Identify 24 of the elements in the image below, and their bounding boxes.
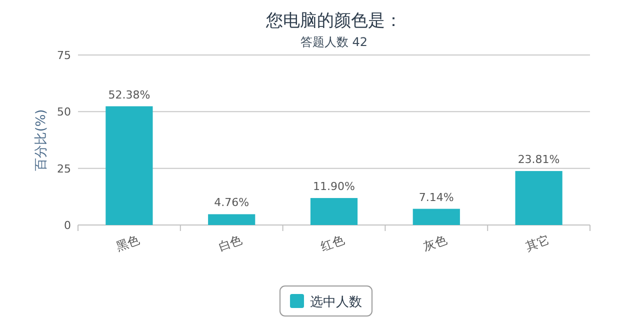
chart-title: 您电脑的颜色是：	[265, 11, 402, 31]
data-label: 23.81%	[518, 153, 560, 166]
data-label: 11.90%	[313, 180, 355, 194]
x-tick-label: 其它	[524, 232, 552, 254]
legend-label: 选中人数	[310, 295, 362, 310]
data-label: 4.76%	[214, 196, 250, 210]
x-tick-label: 红色	[318, 232, 346, 254]
bar	[310, 198, 358, 225]
bar	[412, 208, 460, 225]
data-label: 7.14%	[418, 190, 454, 204]
data-label: 52.38%	[108, 88, 150, 102]
bar	[208, 214, 256, 225]
x-tick-label: 黑色	[114, 232, 142, 254]
y-tick-label: 50	[57, 106, 71, 119]
bar	[515, 171, 562, 225]
chart-subtitle: 答题人数 42	[300, 35, 368, 49]
bar	[106, 106, 153, 225]
y-axis-title: 百分比(%)	[34, 109, 49, 171]
legend: 选中人数	[280, 286, 372, 316]
y-tick-label: 0	[64, 219, 71, 232]
y-tick-label: 25	[57, 162, 71, 176]
x-tick-label: 白色	[216, 232, 244, 254]
x-tick-label: 灰色	[421, 232, 449, 254]
y-tick-label: 75	[57, 49, 71, 62]
